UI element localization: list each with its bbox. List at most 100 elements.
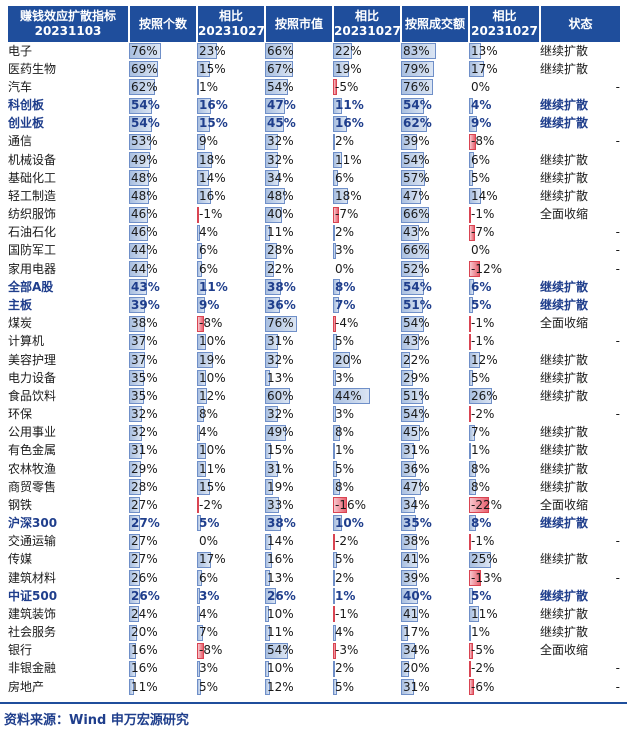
positive-bar [333,43,352,59]
cell-value: 45% [267,116,296,131]
cell-value: -16% [335,497,367,512]
cell-value: 57% [403,170,430,185]
row-status: 继续扩散 [540,352,589,367]
cell-turnover-change: 0% [469,78,540,96]
positive-bar [129,279,148,296]
cell-value: 32% [267,352,294,367]
cell-value: 32% [267,152,294,167]
cell-turnover-change: 5% [469,169,540,187]
cell-value: 17% [403,625,430,640]
positive-bar [197,424,201,441]
positive-bar [129,43,162,59]
cell-count: 43% [129,278,197,296]
cell-cap: 16% [265,551,333,569]
cell-value: 16% [267,552,294,567]
row-status: - [615,407,620,422]
row-status: 继续扩散 [540,479,589,494]
cell-count-change: 6% [197,260,265,278]
cell-value: -5% [471,643,495,658]
table-row: 沪深300 27% 5% 38% 10% 35% 8% 继续扩散 [8,514,620,532]
cell-count: 16% [129,660,197,678]
cell-cap: 33% [265,496,333,514]
cell-value: 13% [471,43,498,58]
cell-value: 8% [335,479,355,494]
cell-turnover: 34% [401,496,469,514]
cell-turnover-change: 8% [469,514,540,532]
cell-cap: 45% [265,115,333,133]
cell-value: 6% [471,279,492,294]
positive-bar [129,79,156,96]
positive-bar [265,97,285,114]
cell-value: 19% [267,479,294,494]
negative-bar [469,642,474,659]
positive-bar [401,297,423,314]
positive-bar [401,170,426,187]
row-name: 电子 [8,43,33,58]
positive-bar [333,188,349,205]
cell-turnover: 36% [401,460,469,478]
positive-bar [197,133,205,150]
cell-cap: 13% [265,569,333,587]
cell-cap-change: 2% [333,224,401,242]
cell-value: 16% [131,661,158,676]
table-body: 电子 76% 23% 66% 22% 83% 13% 继续扩散 医药生物 69% 15% 67% 19%… [8,42,620,696]
cell-count-change: -8% [197,642,265,660]
cell-value: 38% [131,316,158,331]
positive-bar [469,152,475,169]
cell-count: 32% [129,424,197,442]
row-name: 美容护理 [8,352,57,367]
cell-turnover: 79% [401,60,469,78]
cell-value: 17% [471,61,498,76]
table-row: 电力设备 35% 10% 13% 3% 29% 5% 继续扩散 [8,369,620,387]
cell-value: 15% [267,443,294,458]
negative-bar [197,315,204,332]
cell-cap-change: -1% [333,605,401,623]
cell-count-change: 4% [197,424,265,442]
cell-cap: 13% [265,369,333,387]
table-row: 轻工制造 48% 16% 48% 18% 47% 14% 继续扩散 [8,187,620,205]
cell-turnover-change: 9% [469,115,540,133]
negative-bar [469,533,471,550]
row-name: 轻工制造 [8,188,57,203]
cell-value: 1% [199,79,219,94]
positive-bar [265,188,286,205]
cell-count-change: 9% [197,296,265,314]
cell-value: 10% [199,370,226,385]
cell-turnover-change: 0% [469,242,540,260]
positive-bar [469,479,477,496]
negative-bar [197,206,199,223]
cell-cap-change: 1% [333,587,401,605]
cell-count: 46% [129,206,197,224]
positive-bar [333,333,338,350]
positive-bar [333,152,343,169]
cell-count-change: 7% [197,624,265,642]
cell-value: 5% [335,679,355,694]
row-name: 纺织服饰 [8,207,57,222]
cell-value: 44% [131,243,158,258]
cell-value: 11% [267,225,294,240]
cell-turnover: 52% [401,260,469,278]
cell-value: 15% [199,116,228,131]
cell-value: 33% [267,497,294,512]
positive-bar [129,170,150,187]
row-name: 交通运输 [8,534,57,549]
positive-bar [265,61,294,78]
cell-count-change: 17% [197,551,265,569]
positive-bar [401,224,420,241]
cell-cap-change: 19% [333,60,401,78]
positive-bar [265,279,282,296]
positive-bar [197,261,203,278]
cell-value: 6% [199,243,219,258]
positive-bar [197,388,208,405]
positive-bar [197,479,210,496]
cell-turnover-change: 12% [469,351,540,369]
row-name: 社会服务 [8,625,57,640]
table-row: 中证500 26% 3% 26% 1% 40% 5% 继续扩散 [8,587,620,605]
row-status: - [615,243,620,258]
positive-bar [197,115,210,132]
cell-value: -8% [199,643,223,658]
cell-cap: 38% [265,278,333,296]
positive-bar [469,188,482,205]
positive-bar [469,606,479,623]
row-name: 计算机 [8,334,45,349]
